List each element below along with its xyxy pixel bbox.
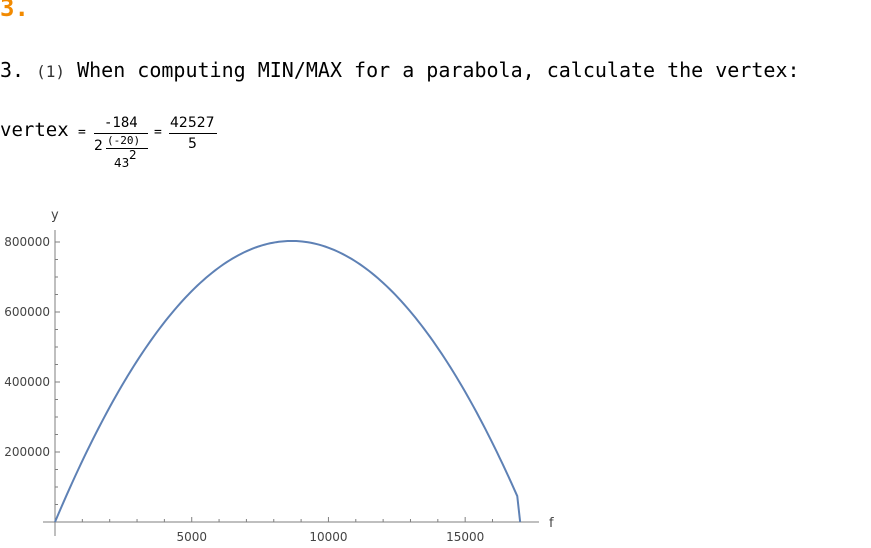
inner-fraction-bar [106,148,148,149]
result-fraction-bar [169,133,217,134]
vertex-formula: vertex = -184 2 (-20) 43 2 = 42527 5 [0,114,260,174]
parabola-chart: 5000 10000 15000 200000 400000 600000 800000 f… [4,208,554,544]
question-part: (1) [36,62,66,81]
x-axis-label: f [549,516,554,531]
chart-series [54,239,522,523]
section-heading: 3. [0,0,29,22]
chart-tick-labels: 5000 10000 15000 200000 400000 600000 800000 [4,235,484,544]
formula-lhs: vertex [0,119,69,141]
outer-coefficient: 2 [94,138,103,154]
result-numerator: 42527 [170,115,215,131]
inner-denominator-exponent: 2 [129,148,137,162]
question-number: 3. [0,58,25,82]
formula-equals-1: = [78,125,86,140]
chart-ticks [55,241,521,522]
inner-numerator: (-20) [107,134,141,147]
y-tick-label: 400000 [4,375,50,389]
y-tick-label: 800000 [4,235,50,249]
result-denominator: 5 [188,136,197,152]
inner-denominator-base: 43 [114,156,130,170]
question-line: 3. (1) When computing MIN/MAX for a para… [0,58,800,82]
outer-fraction-bar [94,133,148,134]
y-tick-label: 200000 [4,445,50,459]
series-line-0 [54,239,522,523]
x-tick-label: 15000 [446,530,484,544]
x-tick-label: 5000 [176,530,207,544]
question-text: When computing MIN/MAX for a parabola, c… [77,58,800,82]
chart-axes [43,230,539,536]
outer-numerator: -184 [104,115,138,131]
x-tick-label: 10000 [309,530,347,544]
y-tick-label: 600000 [4,305,50,319]
y-axis-label: y [51,208,59,223]
formula-equals-2: = [154,125,162,140]
